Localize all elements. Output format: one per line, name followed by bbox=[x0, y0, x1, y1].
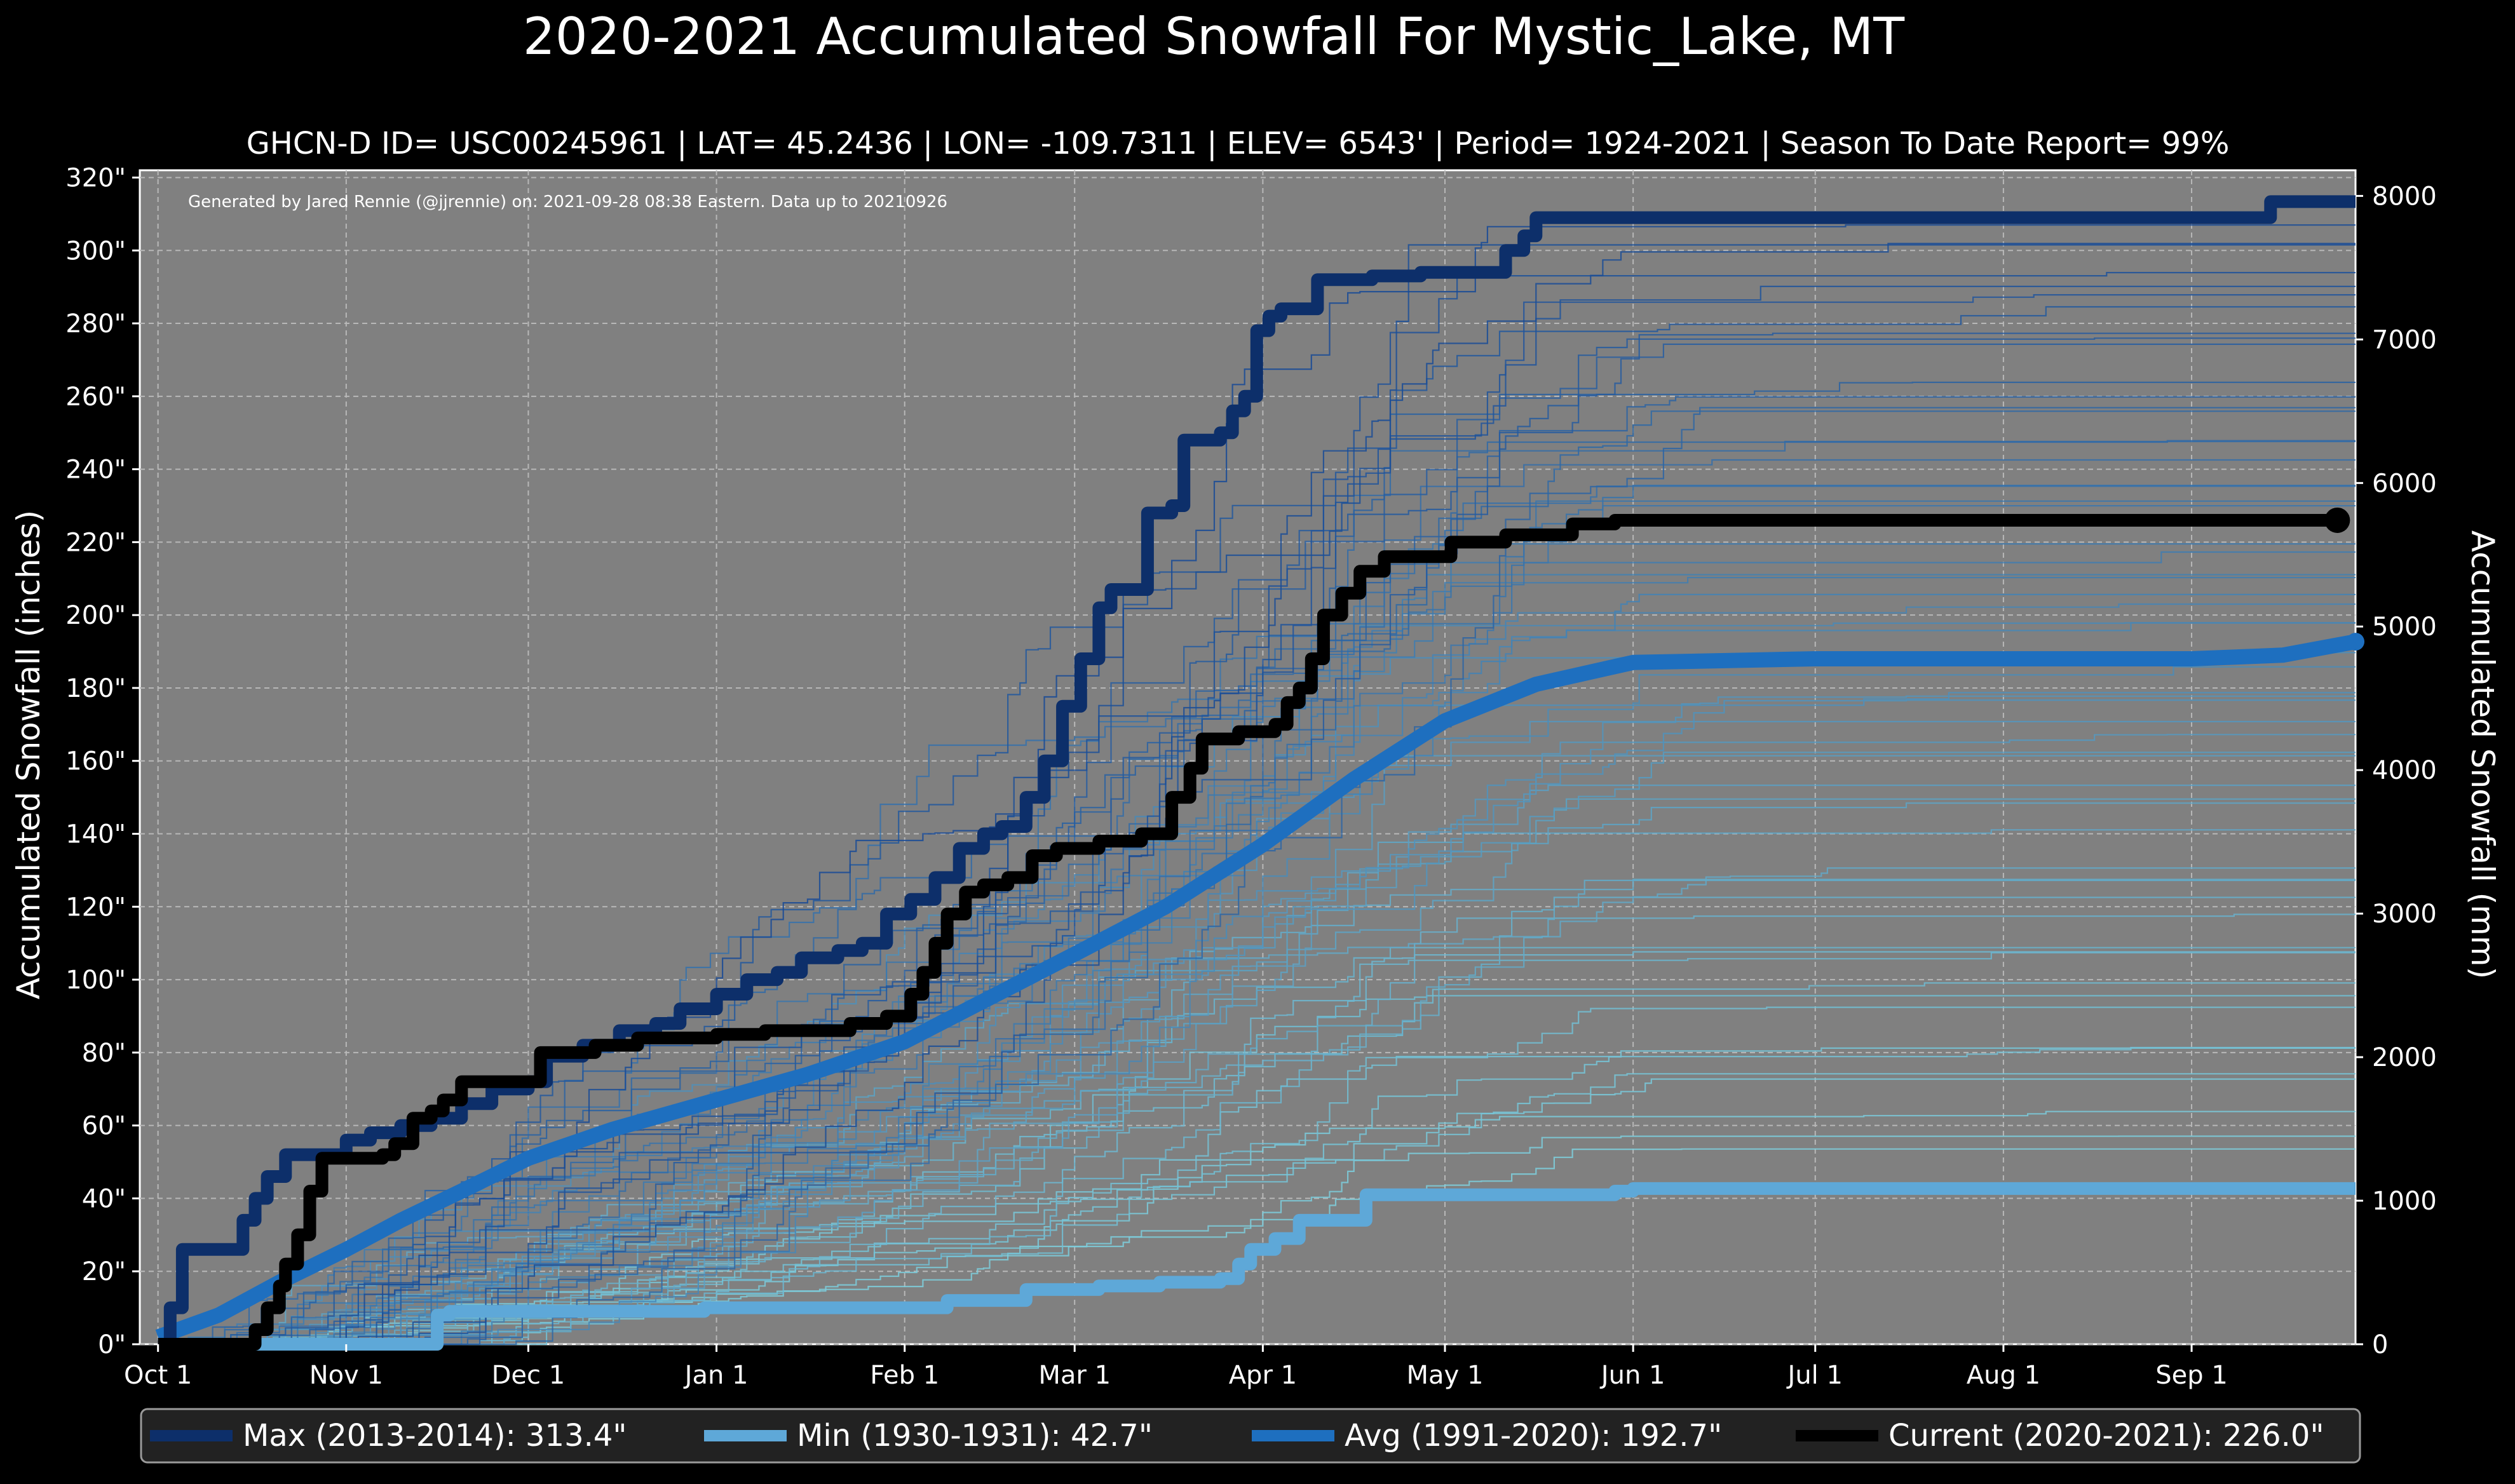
x-tick-label: Oct 1 bbox=[124, 1361, 192, 1390]
y-tick-label: 220" bbox=[65, 528, 126, 557]
y-right-tick-label: 7000 bbox=[2372, 325, 2437, 354]
y-tick-label: 280" bbox=[65, 309, 126, 339]
historical-season-line bbox=[158, 543, 2356, 1346]
legend-label: Avg (1991-2020): 192.7" bbox=[1345, 1418, 1722, 1454]
y-right-tick-label: 5000 bbox=[2372, 612, 2437, 642]
historical-season-line bbox=[158, 593, 2356, 1346]
legend-items: Max (2013-2014): 313.4" Min (1930-1931): … bbox=[150, 1418, 2324, 1454]
series-line-avg bbox=[155, 634, 2357, 1344]
x-tick-label: May 1 bbox=[1407, 1361, 1484, 1390]
x-tick-label: Jun 1 bbox=[1599, 1361, 1665, 1390]
historical-season-line bbox=[158, 914, 2356, 1346]
series-line-min bbox=[158, 1182, 2356, 1351]
x-tick-label: Aug 1 bbox=[1967, 1361, 2040, 1390]
y-tick-label: 0" bbox=[98, 1330, 126, 1359]
y-right-tick-label: 0 bbox=[2372, 1330, 2388, 1359]
avg-season-endpoint bbox=[2347, 633, 2364, 651]
x-tick-label: Feb 1 bbox=[870, 1361, 939, 1390]
historical-season-line bbox=[158, 272, 2356, 1346]
x-tick-label: Nov 1 bbox=[309, 1361, 383, 1390]
y-right-tick-label: 1000 bbox=[2372, 1187, 2437, 1216]
y-tick-label: 240" bbox=[65, 455, 126, 485]
y-tick-label: 180" bbox=[65, 674, 126, 703]
historical-season-line bbox=[158, 343, 2356, 1346]
x-tick-label: Apr 1 bbox=[1229, 1361, 1297, 1390]
historical-season-line bbox=[158, 1046, 2356, 1346]
y-right-tick-label: 8000 bbox=[2372, 182, 2437, 211]
historical-season-line bbox=[158, 551, 2356, 1346]
y-tick-label: 200" bbox=[65, 601, 126, 630]
series-line-max bbox=[158, 195, 2356, 1351]
historical-season-line bbox=[158, 485, 2356, 1346]
y-tick-label: 140" bbox=[65, 820, 126, 849]
historical-season-line bbox=[158, 879, 2356, 1346]
historical-season-line bbox=[158, 407, 2356, 1346]
y-tick-label: 160" bbox=[65, 747, 126, 776]
y-axis-right: 0 1000 2000 3000 4000 5000 6000 7000 8000 bbox=[2356, 182, 2437, 1359]
x-tick-label: Sep 1 bbox=[2155, 1361, 2228, 1390]
series-line-current bbox=[158, 514, 2338, 1351]
x-tick-label: Mar 1 bbox=[1038, 1361, 1111, 1390]
historical-season-line bbox=[158, 622, 2356, 1346]
historical-season-line bbox=[158, 802, 2356, 1346]
historical-season-line bbox=[158, 995, 2356, 1346]
grid-layer bbox=[140, 170, 2356, 1345]
historical-season-line bbox=[158, 332, 2356, 1346]
current-season-endpoint bbox=[2324, 507, 2350, 533]
historical-season-line bbox=[158, 1006, 2356, 1346]
historical-season-line bbox=[158, 244, 2356, 1346]
credit-text: Generated by Jared Rennie (@jjrennie) on… bbox=[188, 192, 947, 212]
y-tick-label: 260" bbox=[65, 382, 126, 412]
historical-season-line bbox=[158, 1047, 2356, 1346]
legend-label: Min (1930-1931): 42.7" bbox=[797, 1418, 1153, 1454]
legend-label: Max (2013-2014): 313.4" bbox=[243, 1418, 627, 1454]
historical-season-line bbox=[158, 500, 2356, 1346]
y-axis-label-right: Accumulated Snowfall (mm) bbox=[2464, 530, 2501, 979]
y-tick-label: 20" bbox=[82, 1257, 126, 1286]
y-tick-label: 120" bbox=[65, 893, 126, 922]
historical-season-line bbox=[158, 396, 2356, 1346]
series-layer bbox=[155, 195, 2364, 1351]
x-tick-label: Dec 1 bbox=[492, 1361, 566, 1390]
x-tick-label: Jan 1 bbox=[683, 1361, 749, 1390]
chart-subtitle: GHCN-D ID= USC00245961 | LAT= 45.2436 | … bbox=[247, 126, 2230, 161]
historical-season-line bbox=[158, 666, 2356, 1346]
x-axis: Oct 1 Nov 1 Dec 1 Jan 1 Feb 1 Mar 1 Apr 1 May 1… bbox=[124, 1344, 2228, 1390]
y-tick-label: 60" bbox=[82, 1112, 126, 1141]
historical-season-line bbox=[158, 622, 2356, 1346]
historical-season-line bbox=[158, 243, 2356, 1346]
y-axis-left: 0" 20" 40" 60" 80" 100" 120" 140" 160" 180" 200" 22… bbox=[65, 163, 140, 1359]
legend-box bbox=[140, 1408, 2361, 1464]
y-tick-label: 100" bbox=[65, 966, 126, 995]
y-tick-label: 320" bbox=[65, 163, 126, 192]
x-tick-label: Jul 1 bbox=[1786, 1361, 1843, 1390]
chart-title: 2020-2021 Accumulated Snowfall For Mysti… bbox=[523, 7, 1905, 66]
y-right-tick-label: 6000 bbox=[2372, 469, 2437, 498]
historical-season-line bbox=[158, 1148, 2356, 1346]
historical-season-line bbox=[158, 440, 2356, 1346]
historical-seasons bbox=[158, 224, 2356, 1346]
y-right-tick-label: 3000 bbox=[2372, 900, 2437, 929]
legend: Max (2013-2014): 313.4" Min (1930-1931): … bbox=[140, 1408, 2361, 1464]
y-tick-label: 40" bbox=[82, 1184, 126, 1213]
y-tick-label: 300" bbox=[65, 236, 126, 266]
historical-season-line bbox=[158, 752, 2356, 1346]
historical-season-line bbox=[158, 692, 2356, 1346]
y-right-tick-label: 4000 bbox=[2372, 756, 2437, 785]
historical-season-line bbox=[158, 337, 2356, 1346]
plot-area bbox=[139, 169, 2357, 1346]
legend-label: Current (2020-2021): 226.0" bbox=[1888, 1418, 2324, 1454]
historical-season-line bbox=[158, 224, 2356, 1346]
y-right-tick-label: 2000 bbox=[2372, 1043, 2437, 1072]
y-axis-label-left: Accumulated Snowfall (inches) bbox=[10, 510, 47, 999]
y-tick-label: 80" bbox=[82, 1039, 126, 1068]
